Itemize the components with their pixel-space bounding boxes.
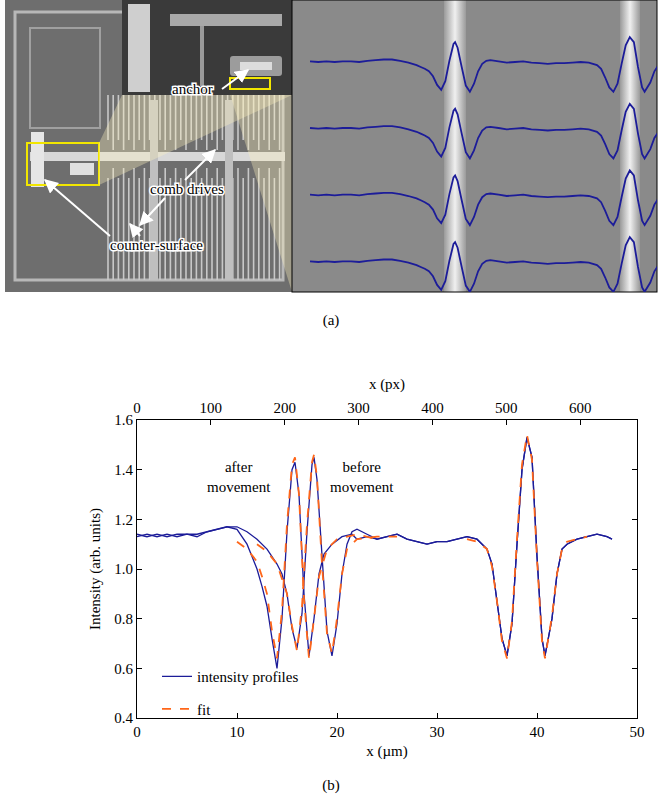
svg-text:beforemovement: beforemovement — [330, 459, 394, 495]
svg-text:300: 300 — [347, 400, 370, 416]
svg-text:100: 100 — [200, 400, 223, 416]
svg-text:400: 400 — [421, 400, 444, 416]
svg-text:fit: fit — [197, 702, 211, 718]
svg-text:anchor: anchor — [172, 81, 213, 97]
svg-text:aftermovement: aftermovement — [207, 459, 271, 495]
svg-text:20: 20 — [330, 724, 345, 740]
svg-text:Intensity (arb. units): Intensity (arb. units) — [87, 508, 104, 630]
svg-text:0.4: 0.4 — [114, 710, 133, 726]
svg-text:0.8: 0.8 — [114, 611, 133, 627]
svg-text:1.6: 1.6 — [114, 412, 133, 428]
html-text:(a): (a) — [322, 312, 340, 328]
svg-text:counter-surface: counter-surface — [110, 237, 203, 253]
svg-text:1.4: 1.4 — [114, 462, 133, 478]
svg-text:40: 40 — [530, 724, 545, 740]
svg-text:1.0: 1.0 — [114, 561, 133, 577]
html-text:(b): (b) — [322, 777, 340, 793]
svg-text:1.2: 1.2 — [114, 512, 133, 528]
svg-text:intensity profiles: intensity profiles — [197, 669, 298, 685]
svg-text:10: 10 — [230, 724, 245, 740]
svg-text:50: 50 — [630, 724, 645, 740]
svg-text:30: 30 — [430, 724, 445, 740]
svg-text:600: 600 — [569, 400, 592, 416]
svg-text:x (µm): x (µm) — [366, 743, 408, 760]
svg-text:comb drives: comb drives — [150, 181, 224, 197]
svg-text:500: 500 — [495, 400, 518, 416]
svg-text:200: 200 — [273, 400, 296, 416]
svg-text:0: 0 — [133, 400, 141, 416]
svg-text:0.6: 0.6 — [114, 661, 133, 677]
svg-text:0: 0 — [133, 724, 141, 740]
svg-text:x (px): x (px) — [369, 376, 405, 393]
